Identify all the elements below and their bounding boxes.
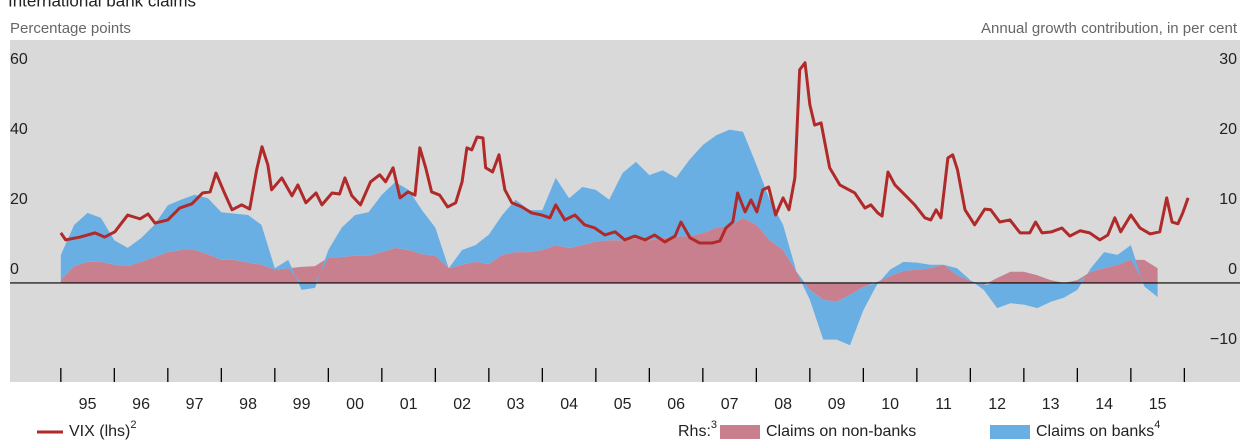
x-tick-label: 09 — [828, 396, 846, 413]
x-tick-label: 13 — [1042, 396, 1060, 413]
legend-text: VIX (lhs) — [69, 423, 130, 440]
legend-text: Claims on non-banks — [766, 423, 916, 440]
y2-tick-label: 0 — [1228, 261, 1237, 278]
legend-label: VIX (lhs)2 — [69, 419, 136, 440]
x-tick-label: 97 — [186, 396, 204, 413]
legend-note: 4 — [1154, 419, 1160, 431]
x-tick-label: 00 — [346, 396, 364, 413]
legend-text: Claims on banks — [1036, 423, 1154, 440]
x-tick-label: 14 — [1095, 396, 1113, 413]
x-tick-label: 06 — [667, 396, 685, 413]
legend-note: 3 — [711, 419, 717, 431]
x-tick-label: 03 — [507, 396, 525, 413]
y-tick-label: 0 — [10, 261, 19, 278]
x-tick-label: 10 — [881, 396, 899, 413]
legend-label: Claims on non-banks — [766, 423, 916, 440]
area — [60, 129, 1158, 346]
x-tick-label: 15 — [1149, 396, 1167, 413]
y2-axis-label: Annual growth contribution, in per cent — [981, 20, 1238, 37]
legend-text: Rhs: — [678, 423, 711, 440]
legend-label: Rhs:3 — [678, 419, 717, 440]
y2-tick-label: −10 — [1210, 331, 1237, 348]
x-tick-label: 95 — [79, 396, 97, 413]
y-tick-label: 60 — [10, 51, 28, 68]
legend-swatch — [720, 425, 760, 439]
chart-title: International bank claims — [8, 0, 196, 10]
y-axis-label: Percentage points — [10, 20, 131, 37]
x-tick-label: 96 — [132, 396, 150, 413]
x-tick-label: 99 — [293, 396, 311, 413]
legend-label: Claims on banks4 — [1036, 419, 1160, 440]
x-tick-label: 12 — [988, 396, 1006, 413]
y2-tick-label: 20 — [1219, 121, 1237, 138]
legend-swatch — [990, 425, 1030, 439]
x-tick-label: 98 — [239, 396, 257, 413]
x-tick-label: 11 — [935, 396, 952, 413]
line — [59, 61, 1190, 245]
y2-tick-label: 30 — [1219, 51, 1237, 68]
y-tick-label: 40 — [10, 121, 28, 138]
x-tick-label: 07 — [721, 396, 739, 413]
y-tick-label: 20 — [10, 191, 28, 208]
x-tick-label: 08 — [774, 396, 792, 413]
y2-tick-label: 10 — [1219, 191, 1237, 208]
x-tick-label: 01 — [400, 396, 418, 413]
x-tick-label: 04 — [560, 396, 578, 413]
area — [60, 217, 1158, 302]
x-tick-label: 02 — [453, 396, 471, 413]
x-tick-label: 05 — [614, 396, 632, 413]
legend-note: 2 — [130, 419, 136, 431]
